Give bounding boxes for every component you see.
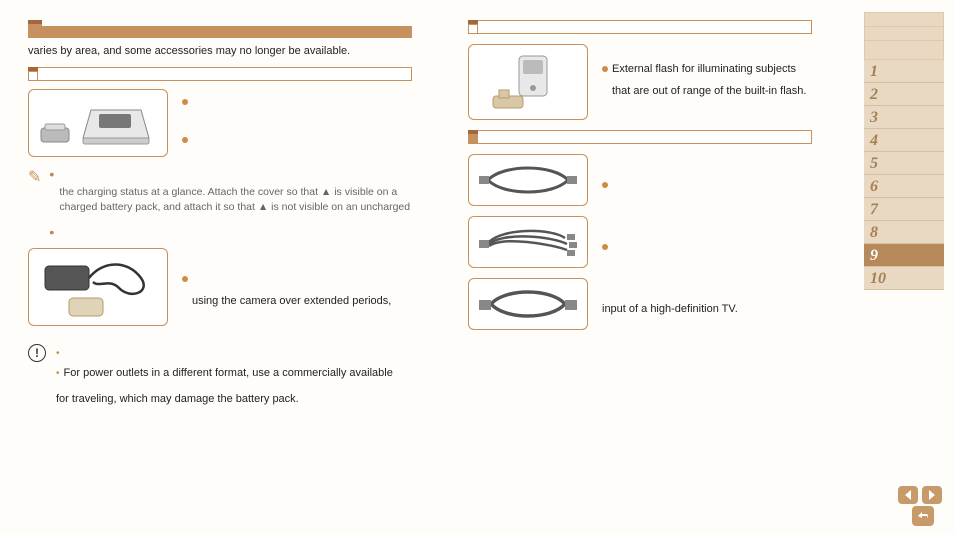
battery-bullet-2 <box>182 133 412 149</box>
chapter-tab-6[interactable]: 6 <box>864 175 944 198</box>
warn-line2: for traveling, which may damage the batt… <box>56 393 299 405</box>
sidebar-header-2 <box>864 26 944 40</box>
image-cable-av <box>468 216 588 268</box>
warn-line1: For power outlets in a different format,… <box>64 367 393 379</box>
flash-line1: External flash for illuminating subjects <box>612 63 796 75</box>
chapter-sidebar: 12345678910 <box>864 12 944 290</box>
prev-page-button[interactable] <box>898 486 918 504</box>
image-cable-hdmi <box>468 278 588 330</box>
image-cable-usb <box>468 154 588 206</box>
chapter-tab-4[interactable]: 4 <box>864 129 944 152</box>
image-external-flash <box>468 44 588 120</box>
sidebar-header-1 <box>864 12 944 26</box>
next-page-button[interactable] <box>922 486 942 504</box>
subheader-power <box>28 67 412 81</box>
intro-text: varies by area, and some accessories may… <box>28 44 412 59</box>
chapter-tab-9[interactable]: 9 <box>864 244 944 267</box>
ac-bullet <box>182 272 412 288</box>
hdmi-text: input of a high-definition TV. <box>602 302 812 318</box>
ac-text: using the camera over extended periods, <box>192 294 412 310</box>
chapter-tab-1[interactable]: 1 <box>864 60 944 83</box>
warning-block: ! • •For power outlets in a different fo… <box>28 344 412 409</box>
tip-line1: the charging status at a glance. Attach … <box>59 185 412 200</box>
image-battery-charger <box>28 89 168 157</box>
flash-line2: that are out of range of the built-in fl… <box>612 84 812 100</box>
flash-text: External flash for illuminating subjects <box>602 62 812 78</box>
subheader-flash <box>468 20 812 34</box>
warning-icon: ! <box>28 344 46 362</box>
cable1-bullet <box>602 178 812 194</box>
section-heading-bar <box>28 20 412 38</box>
image-ac-adapter-kit <box>28 248 168 326</box>
tip-line2: charged battery pack, and attach it so t… <box>59 200 412 215</box>
tip-block-charging: ✎ • the charging status at a glance. Att… <box>28 167 412 242</box>
chapter-tab-5[interactable]: 5 <box>864 152 944 175</box>
chapter-tab-10[interactable]: 10 <box>864 267 944 290</box>
chapter-tab-3[interactable]: 3 <box>864 106 944 129</box>
chapter-tab-7[interactable]: 7 <box>864 198 944 221</box>
battery-bullet-1 <box>182 95 412 111</box>
return-button[interactable] <box>912 506 934 526</box>
cable2-bullet <box>602 240 812 256</box>
subheader-cables <box>468 130 812 144</box>
chapter-tab-2[interactable]: 2 <box>864 83 944 106</box>
sidebar-header-3 <box>864 40 944 60</box>
pencil-icon: ✎ <box>28 167 41 187</box>
chapter-tab-8[interactable]: 8 <box>864 221 944 244</box>
